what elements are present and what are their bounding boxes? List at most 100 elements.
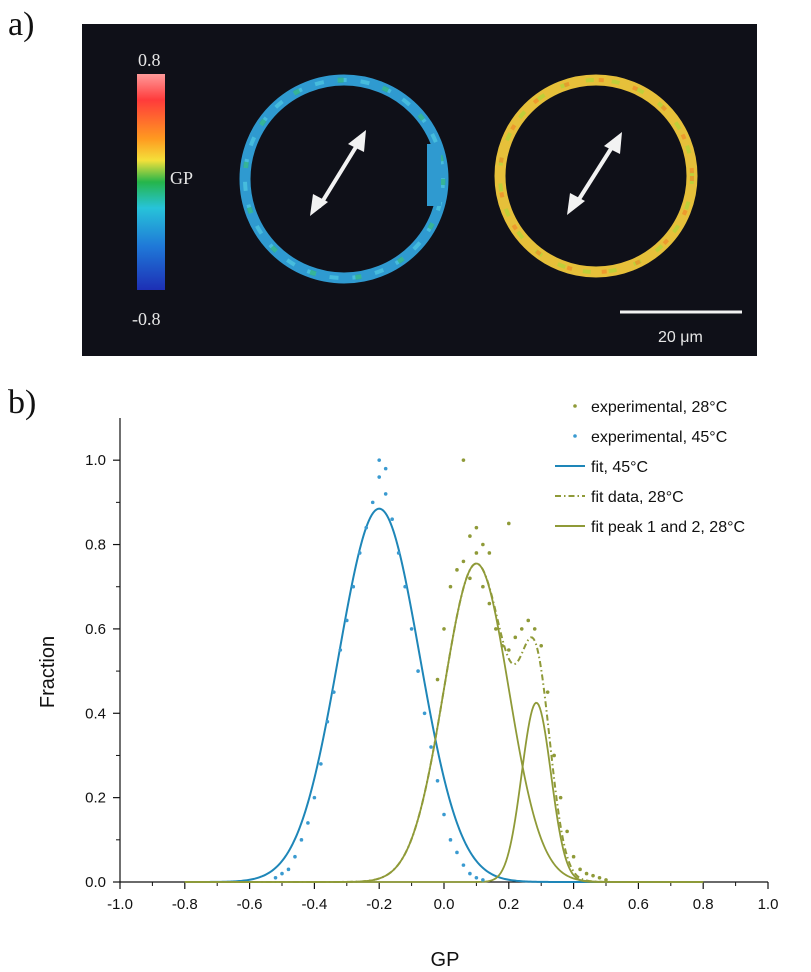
data-point xyxy=(351,584,356,589)
data-point xyxy=(481,584,485,589)
data-point xyxy=(481,542,485,547)
data-point xyxy=(507,648,511,652)
data-point xyxy=(461,559,466,564)
data-point xyxy=(558,795,563,800)
gp-micrograph: 0.8 GP -0.8 20 μm xyxy=(82,24,757,356)
data-point xyxy=(435,778,440,783)
y-tick-label: 0.4 xyxy=(85,705,106,722)
panel-a-label: a) xyxy=(8,6,35,43)
data-point xyxy=(461,863,466,867)
panel-b-label: b) xyxy=(8,384,37,421)
data-point xyxy=(390,517,394,522)
data-point xyxy=(273,875,278,880)
x-axis-label: GP xyxy=(431,949,460,971)
fit-curve xyxy=(184,562,704,883)
legend-label: experimental, 28°C xyxy=(591,399,727,416)
data-point xyxy=(539,643,543,648)
legend-marker xyxy=(573,404,577,408)
data-point xyxy=(286,867,291,872)
data-point xyxy=(293,854,297,859)
micrograph-background xyxy=(82,24,757,356)
data-point xyxy=(474,875,479,880)
data-point xyxy=(565,829,569,834)
data-point xyxy=(409,627,414,631)
data-point xyxy=(422,711,427,716)
data-point xyxy=(416,669,420,673)
legend-label: fit peak 1 and 2, 28°C xyxy=(591,519,745,536)
x-tick-label: -0.6 xyxy=(237,896,263,913)
data-point xyxy=(571,854,576,859)
data-point xyxy=(332,690,336,694)
data-point xyxy=(591,873,595,878)
data-point xyxy=(604,878,608,882)
x-tick-label: -0.4 xyxy=(301,896,327,913)
x-tick-label: -0.8 xyxy=(172,896,198,913)
y-tick-label: 0.6 xyxy=(85,621,106,638)
data-point xyxy=(532,627,537,631)
data-point xyxy=(597,875,602,880)
data-point xyxy=(429,745,433,749)
data-point xyxy=(552,753,556,758)
legend-label: fit, 45°C xyxy=(591,459,648,476)
data-point xyxy=(280,871,284,876)
data-point xyxy=(299,838,304,842)
y-tick-label: 0.8 xyxy=(85,537,106,554)
data-point xyxy=(383,466,388,471)
data-point xyxy=(377,475,382,479)
vesicle-45c xyxy=(239,74,449,284)
data-point xyxy=(338,648,343,652)
chart-curves xyxy=(184,507,704,883)
data-point xyxy=(487,601,492,606)
scale-bar-label: 20 μm xyxy=(658,329,703,346)
x-tick-label: -1.0 xyxy=(107,896,133,913)
fit-curve xyxy=(184,507,704,883)
data-point xyxy=(377,458,382,462)
data-point xyxy=(578,867,582,872)
chart-legend: experimental, 28°C experimental, 45°C fit,… xyxy=(555,399,745,536)
data-point xyxy=(357,551,362,555)
data-point xyxy=(403,584,407,589)
data-point xyxy=(435,677,440,682)
gp-histogram-chart: -1.0 -0.8 -0.6 -0.4 -0.2 0.0 0.2 0.4 0.6 0.8 1.0 0.… xyxy=(37,399,778,971)
data-point xyxy=(319,762,323,766)
data-point xyxy=(468,871,472,876)
double-arrow-icon xyxy=(310,130,366,216)
y-tick-label: 0.2 xyxy=(85,790,106,807)
y-tick-label: 1.0 xyxy=(85,452,106,469)
data-point xyxy=(500,643,505,648)
colorbar-min-label: -0.8 xyxy=(132,309,161,329)
data-point xyxy=(545,690,550,694)
colorbar-mid-label: GP xyxy=(170,168,193,188)
y-tick-label: 0.0 xyxy=(85,874,106,891)
data-point xyxy=(455,568,459,572)
vesicle-28c xyxy=(494,74,698,278)
x-tick-label: 0.8 xyxy=(693,896,714,913)
data-point xyxy=(442,627,446,631)
data-point xyxy=(461,458,466,462)
fit-peak-curve xyxy=(184,562,704,883)
data-point xyxy=(383,492,388,496)
data-point xyxy=(370,500,375,505)
data-point xyxy=(364,525,369,530)
x-tick-label: 0.4 xyxy=(563,896,584,913)
data-point xyxy=(474,525,479,530)
x-tick-label: -0.2 xyxy=(366,896,392,913)
data-point xyxy=(513,635,518,640)
data-point xyxy=(507,521,511,526)
data-point xyxy=(442,812,446,817)
y-axis-label: Fraction xyxy=(37,636,59,708)
data-point xyxy=(584,871,589,876)
data-point xyxy=(312,795,317,800)
data-point xyxy=(494,627,498,631)
data-point xyxy=(519,627,524,631)
data-point xyxy=(526,618,531,623)
data-point xyxy=(306,821,310,825)
chart-points xyxy=(273,458,608,882)
legend-label: fit data, 28°C xyxy=(591,489,684,506)
data-point xyxy=(455,850,459,855)
x-tick-label: 0.0 xyxy=(434,896,455,913)
data-point xyxy=(468,576,472,581)
gp-colorbar xyxy=(137,74,165,290)
fit-peak-curve xyxy=(184,701,704,883)
data-point xyxy=(487,551,492,555)
